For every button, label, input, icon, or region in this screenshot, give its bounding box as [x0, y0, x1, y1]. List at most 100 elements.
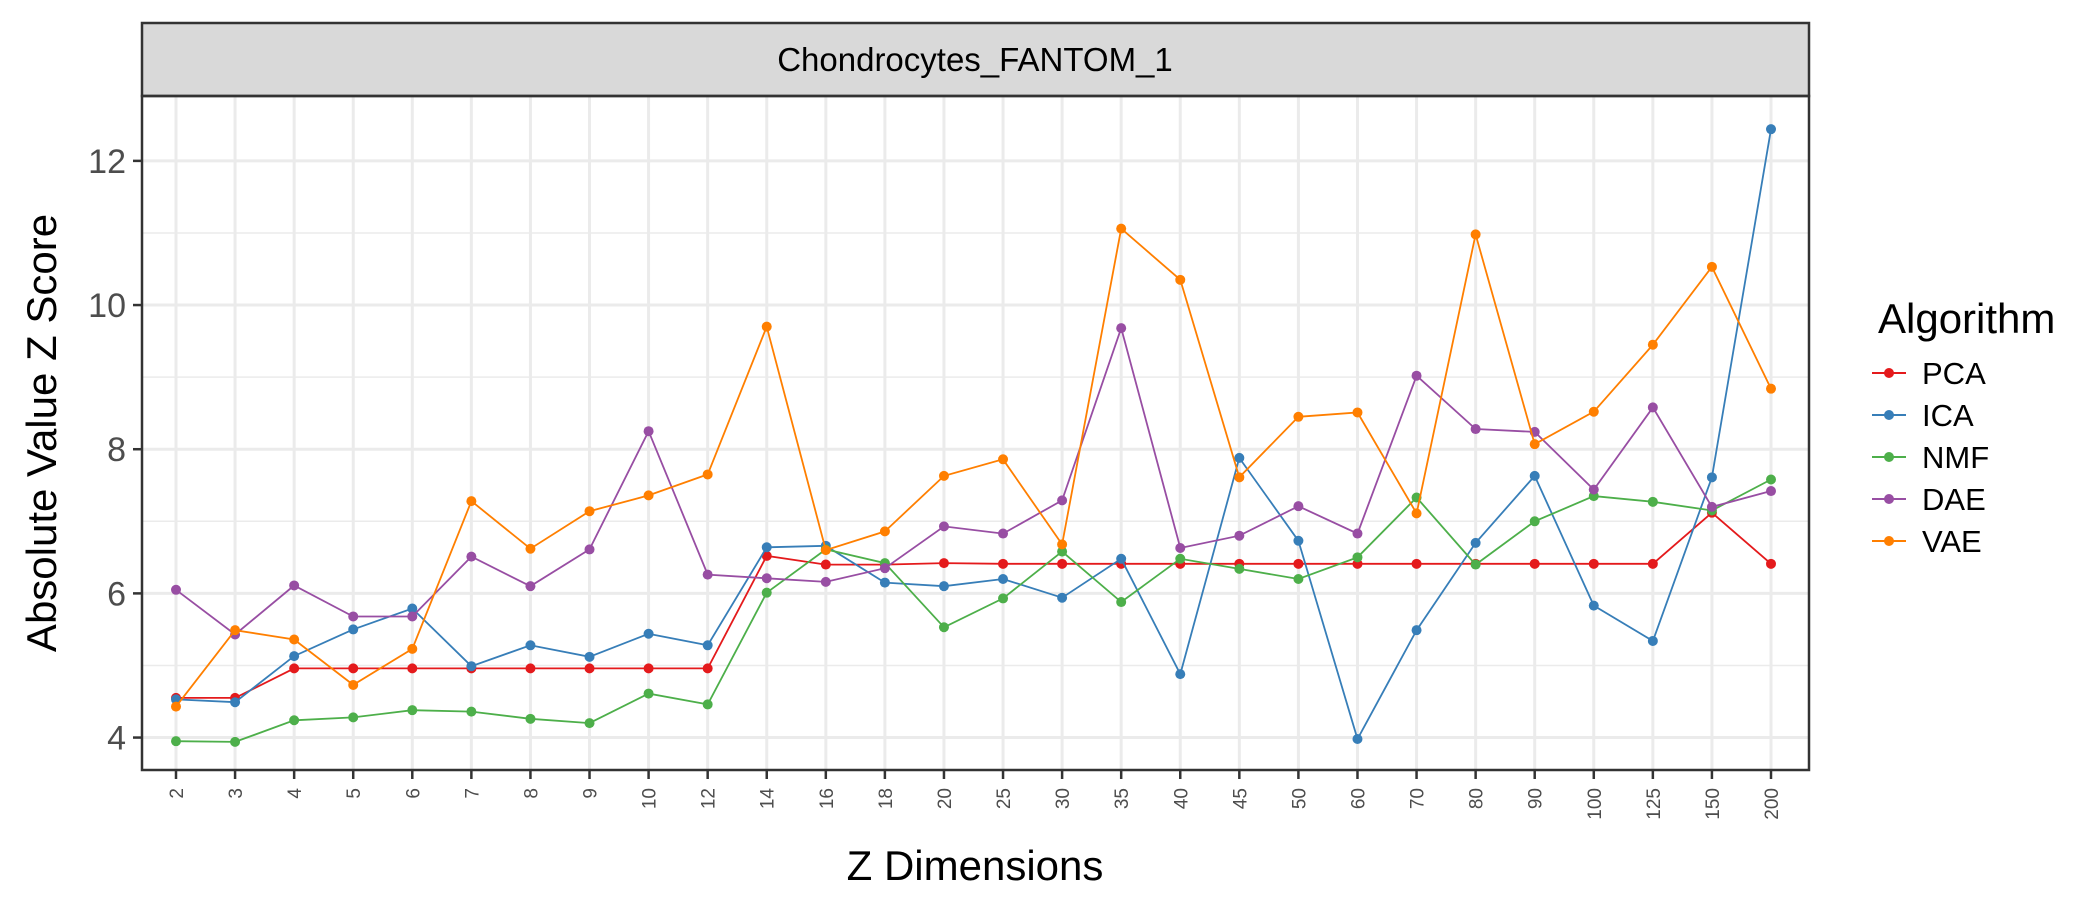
- y-tick-label: 8: [107, 431, 126, 469]
- y-axis-label: Absolute Value Z Score: [18, 214, 65, 652]
- x-tick-label: 45: [1230, 788, 1251, 809]
- data-point-ica: [1470, 537, 1481, 548]
- x-tick-label: 4: [285, 788, 306, 799]
- data-point-pca: [407, 663, 418, 674]
- data-point-dae: [1766, 486, 1776, 497]
- legend-label-pca: PCA: [1922, 356, 1986, 391]
- x-tick-label: 20: [935, 788, 956, 809]
- data-point-dae: [1411, 370, 1422, 381]
- data-point-dae: [820, 576, 831, 587]
- data-point-vae: [230, 625, 241, 636]
- data-point-dae: [1470, 424, 1481, 435]
- data-point-vae: [938, 470, 949, 481]
- data-point-ica: [1234, 452, 1245, 463]
- data-point-vae: [466, 496, 477, 507]
- data-point-vae: [761, 321, 772, 332]
- x-tick-label: 16: [817, 788, 838, 809]
- data-point-ica: [1706, 472, 1717, 483]
- data-point-ica: [1175, 669, 1186, 680]
- series-line-ica: [175, 129, 1772, 742]
- data-point-pca: [702, 663, 713, 674]
- series-group: [171, 124, 1776, 747]
- data-point-nmf: [1057, 546, 1068, 557]
- data-point-vae: [1766, 383, 1776, 394]
- series-line-vae: [175, 226, 1772, 708]
- legend: Algorithm PCA ICA NMF DAE VAE: [1872, 295, 2055, 559]
- data-point-nmf: [643, 688, 654, 699]
- y-tick-label: 4: [107, 720, 126, 758]
- x-tick-label: 100: [1585, 788, 1606, 820]
- data-point-ica: [171, 694, 181, 705]
- data-point-nmf: [348, 712, 359, 723]
- data-point-dae: [702, 569, 713, 580]
- data-point-ica: [1057, 592, 1068, 603]
- legend-label-ica: ICA: [1922, 398, 1974, 433]
- x-tick-label: 125: [1644, 788, 1665, 820]
- data-point-pca: [525, 663, 536, 674]
- data-point-vae: [348, 679, 359, 690]
- data-point-nmf: [1352, 552, 1363, 563]
- data-point-vae: [1411, 508, 1422, 519]
- data-point-nmf: [702, 699, 713, 710]
- data-point-nmf: [1293, 573, 1304, 584]
- data-point-nmf: [1116, 597, 1127, 608]
- data-point-ica: [1411, 625, 1422, 636]
- data-point-dae: [171, 584, 181, 595]
- data-point-nmf: [525, 713, 536, 724]
- x-tick-label: 200: [1762, 788, 1783, 820]
- data-point-vae: [1647, 339, 1658, 350]
- data-point-dae: [643, 426, 654, 437]
- data-point-pca: [761, 550, 772, 561]
- data-point-pca: [1766, 558, 1776, 569]
- data-point-ica: [1647, 635, 1658, 646]
- legend-label-dae: DAE: [1922, 482, 1986, 517]
- data-point-dae: [348, 611, 359, 622]
- legend-marker-vae: [1884, 536, 1894, 546]
- data-point-dae: [1057, 495, 1068, 506]
- data-point-dae: [584, 544, 595, 555]
- data-point-vae: [643, 490, 654, 501]
- legend-marker-dae: [1884, 494, 1894, 504]
- x-tick-label: 90: [1526, 788, 1547, 809]
- data-point-ica: [1529, 470, 1540, 481]
- x-tick-label: 40: [1171, 788, 1192, 809]
- data-point-ica: [643, 628, 654, 639]
- data-point-vae: [407, 643, 418, 654]
- data-point-nmf: [289, 715, 300, 726]
- data-point-nmf: [998, 593, 1009, 604]
- data-point-pca: [1411, 558, 1422, 569]
- legend-marker-ica: [1884, 410, 1894, 420]
- data-point-vae: [702, 469, 713, 480]
- x-tick-label: 18: [876, 788, 897, 809]
- data-point-ica: [466, 661, 477, 672]
- x-tick-label: 80: [1467, 788, 1488, 809]
- data-point-vae: [1352, 407, 1363, 418]
- data-point-ica: [407, 603, 418, 614]
- data-point-pca: [820, 559, 831, 570]
- y-tick-label: 12: [88, 143, 126, 181]
- data-point-ica: [289, 651, 300, 662]
- data-point-dae: [1588, 484, 1599, 495]
- data-point-ica: [584, 651, 595, 662]
- data-point-nmf: [1234, 563, 1245, 574]
- data-point-ica: [938, 581, 949, 592]
- data-point-ica: [998, 573, 1009, 584]
- data-point-pca: [1293, 558, 1304, 569]
- data-point-ica: [525, 640, 536, 651]
- legend-marker-pca: [1884, 368, 1894, 378]
- x-tick-label: 35: [1112, 788, 1133, 809]
- data-point-nmf: [938, 622, 949, 633]
- data-point-vae: [525, 543, 536, 554]
- data-point-dae: [1116, 323, 1127, 334]
- x-tick-label: 50: [1289, 788, 1310, 809]
- x-tick-label: 2: [167, 788, 188, 799]
- x-tick-label: 30: [1053, 788, 1074, 809]
- data-point-ica: [1766, 124, 1776, 135]
- data-point-dae: [525, 581, 536, 592]
- data-point-nmf: [407, 705, 418, 716]
- x-tick-label: 12: [699, 788, 720, 809]
- data-point-vae: [1234, 472, 1245, 483]
- x-tick-label: 7: [462, 788, 483, 799]
- data-point-dae: [1647, 402, 1658, 413]
